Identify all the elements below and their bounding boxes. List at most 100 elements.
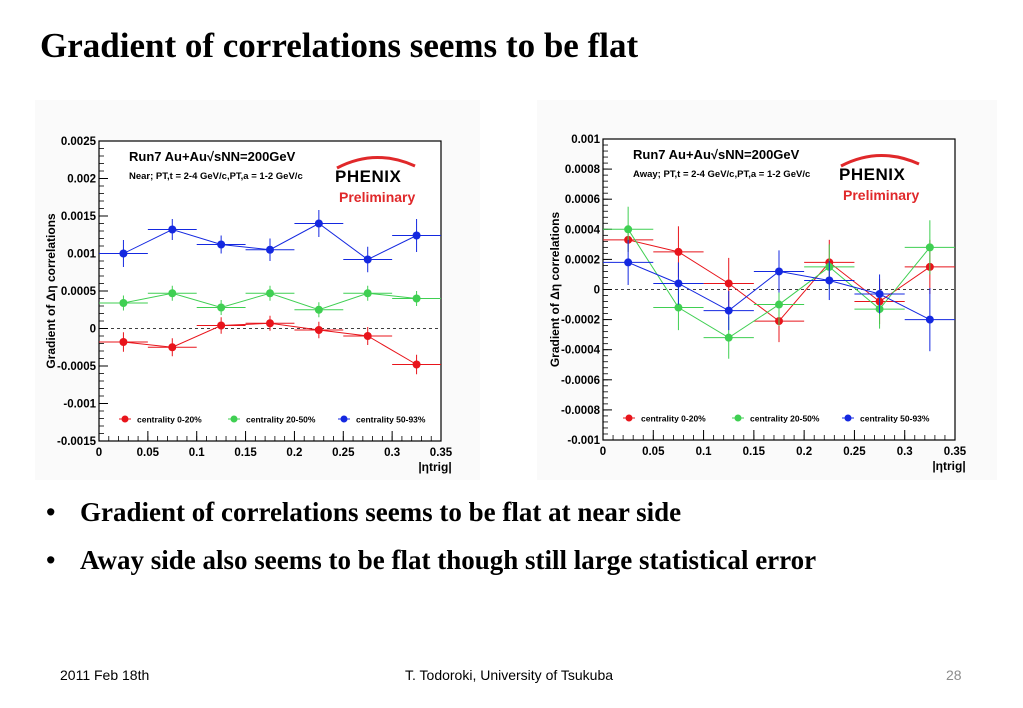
data-point [168, 289, 177, 298]
data-point [875, 290, 884, 299]
x-tick-label: 0.3 [384, 447, 400, 459]
x-tick-label: 0.15 [234, 447, 257, 459]
legend-label: centrality 20-50% [750, 414, 820, 424]
phenix-logo-text: PHENIX [839, 165, 905, 184]
x-tick-label: 0.05 [642, 446, 665, 458]
y-tick-label: -0.0008 [561, 405, 601, 417]
legend-entry: centrality 20-50% [228, 415, 316, 425]
preliminary-label: Preliminary [843, 187, 919, 203]
y-tick-label: 0.0015 [61, 211, 97, 223]
footer-page-number: 28 [946, 667, 962, 683]
legend-label: centrality 0-20% [641, 414, 706, 424]
slide-title: Gradient of correlations seems to be fla… [40, 26, 639, 65]
y-tick-label: -0.0006 [561, 375, 600, 387]
y-tick-label: -0.001 [63, 399, 96, 411]
data-point [412, 294, 421, 303]
bullet-dot-icon: • [46, 497, 56, 527]
legend-label: centrality 50-93% [356, 415, 426, 425]
data-point [624, 258, 633, 267]
y-tick-label: 0.001 [67, 249, 96, 261]
y-tick-label: 0.0004 [565, 224, 601, 236]
x-axis-label: |ηtrig| [932, 459, 965, 473]
bullet-item: • Away side also seems to be flat though… [44, 536, 816, 584]
data-point [314, 219, 323, 228]
bullet-list: • Gradient of correlations seems to be f… [44, 488, 816, 584]
data-point [412, 360, 421, 369]
y-tick-label: -0.0005 [57, 361, 97, 373]
data-point [266, 289, 274, 298]
data-point [624, 225, 633, 234]
y-tick-label: -0.001 [567, 435, 600, 447]
chart-subtitle: Near; PT,t = 2-4 GeV/c,PT,a = 1-2 GeV/c [129, 171, 303, 182]
data-point [674, 279, 683, 288]
data-point [266, 245, 274, 254]
legend-marker [844, 414, 852, 422]
x-tick-label: 0.35 [944, 446, 967, 458]
y-tick-label: 0.001 [571, 134, 600, 146]
x-tick-label: 0.25 [843, 446, 866, 458]
legend-marker [121, 415, 129, 423]
y-tick-label: 0.0005 [61, 286, 97, 298]
away-side-chart: 0.001 0.0008 0.0006 0.0004 0.0002 0 -0.0002 -0.… [537, 100, 997, 480]
y-tick-label: 0.0025 [61, 136, 97, 148]
legend-label: centrality 20-50% [246, 415, 316, 425]
x-tick-label: 0.3 [897, 446, 913, 458]
legend-entry: centrality 20-50% [732, 414, 820, 424]
x-tick-label: 0.1 [189, 447, 206, 459]
y-axis-label: Gradient of Δη correlations [44, 213, 58, 369]
x-axis-label: |ηtrig| [418, 460, 451, 474]
legend-marker [230, 415, 238, 423]
series-1 [603, 206, 955, 359]
x-tick-label: 0.25 [332, 447, 355, 459]
data-point [775, 300, 783, 309]
data-point [314, 305, 323, 314]
footer-date: 2011 Feb 18th [60, 667, 150, 683]
data-point [168, 225, 177, 234]
x-tick-label: 0.2 [796, 446, 812, 458]
y-tick-label: 0 [90, 324, 96, 336]
y-tick-label: -0.0002 [561, 315, 600, 327]
data-point [119, 338, 128, 346]
footer-author: T. Todoroki, University of Tsukuba [405, 667, 614, 683]
chart-title: Run7 Au+Au√sNN=200GeV [633, 147, 800, 162]
legend-entry: centrality 0-20% [119, 415, 202, 425]
legend-entry: centrality 50-93% [338, 415, 426, 425]
phenix-swoosh [336, 156, 416, 170]
x-tick-label: 0.2 [286, 447, 302, 459]
data-point [674, 247, 683, 256]
data-point [724, 279, 733, 288]
legend-marker [340, 415, 348, 423]
data-point [266, 319, 274, 328]
series-1 [99, 285, 441, 318]
data-point [363, 332, 372, 340]
bullet-text: Away side also seems to be flat though s… [80, 545, 817, 575]
data-point [217, 240, 226, 249]
y-axis-label: Gradient of Δη correlations [548, 212, 562, 368]
data-point [363, 289, 372, 298]
phenix-logo: PHENIX Preliminary [839, 154, 920, 203]
phenix-logo-text: PHENIX [335, 167, 401, 186]
legend-marker [625, 414, 633, 422]
phenix-logo: PHENIX Preliminary [335, 156, 416, 205]
y-tick-label: -0.0015 [57, 436, 97, 448]
data-point [925, 315, 934, 324]
data-point [168, 343, 177, 352]
data-point [925, 243, 934, 252]
data-point [674, 303, 683, 312]
series-2 [99, 210, 441, 273]
data-point [119, 249, 128, 258]
legend-label: centrality 0-20% [137, 415, 202, 425]
x-tick-label: 0.05 [137, 447, 160, 459]
near-side-chart: 0.0025 0.002 0.0015 0.001 0.0005 0 -0.0005 -0.0… [35, 100, 480, 480]
bullet-dot-icon: • [46, 545, 56, 575]
y-tick-label: 0.0002 [565, 254, 600, 266]
y-tick-label: 0.002 [67, 174, 96, 186]
data-point [724, 306, 733, 315]
bullet-item: • Gradient of correlations seems to be f… [44, 488, 816, 536]
data-point [412, 231, 421, 240]
data-point [775, 267, 783, 276]
data-point [217, 321, 226, 330]
series-2 [603, 239, 955, 352]
y-tick-label: 0.0008 [565, 164, 601, 176]
preliminary-label: Preliminary [339, 189, 415, 205]
